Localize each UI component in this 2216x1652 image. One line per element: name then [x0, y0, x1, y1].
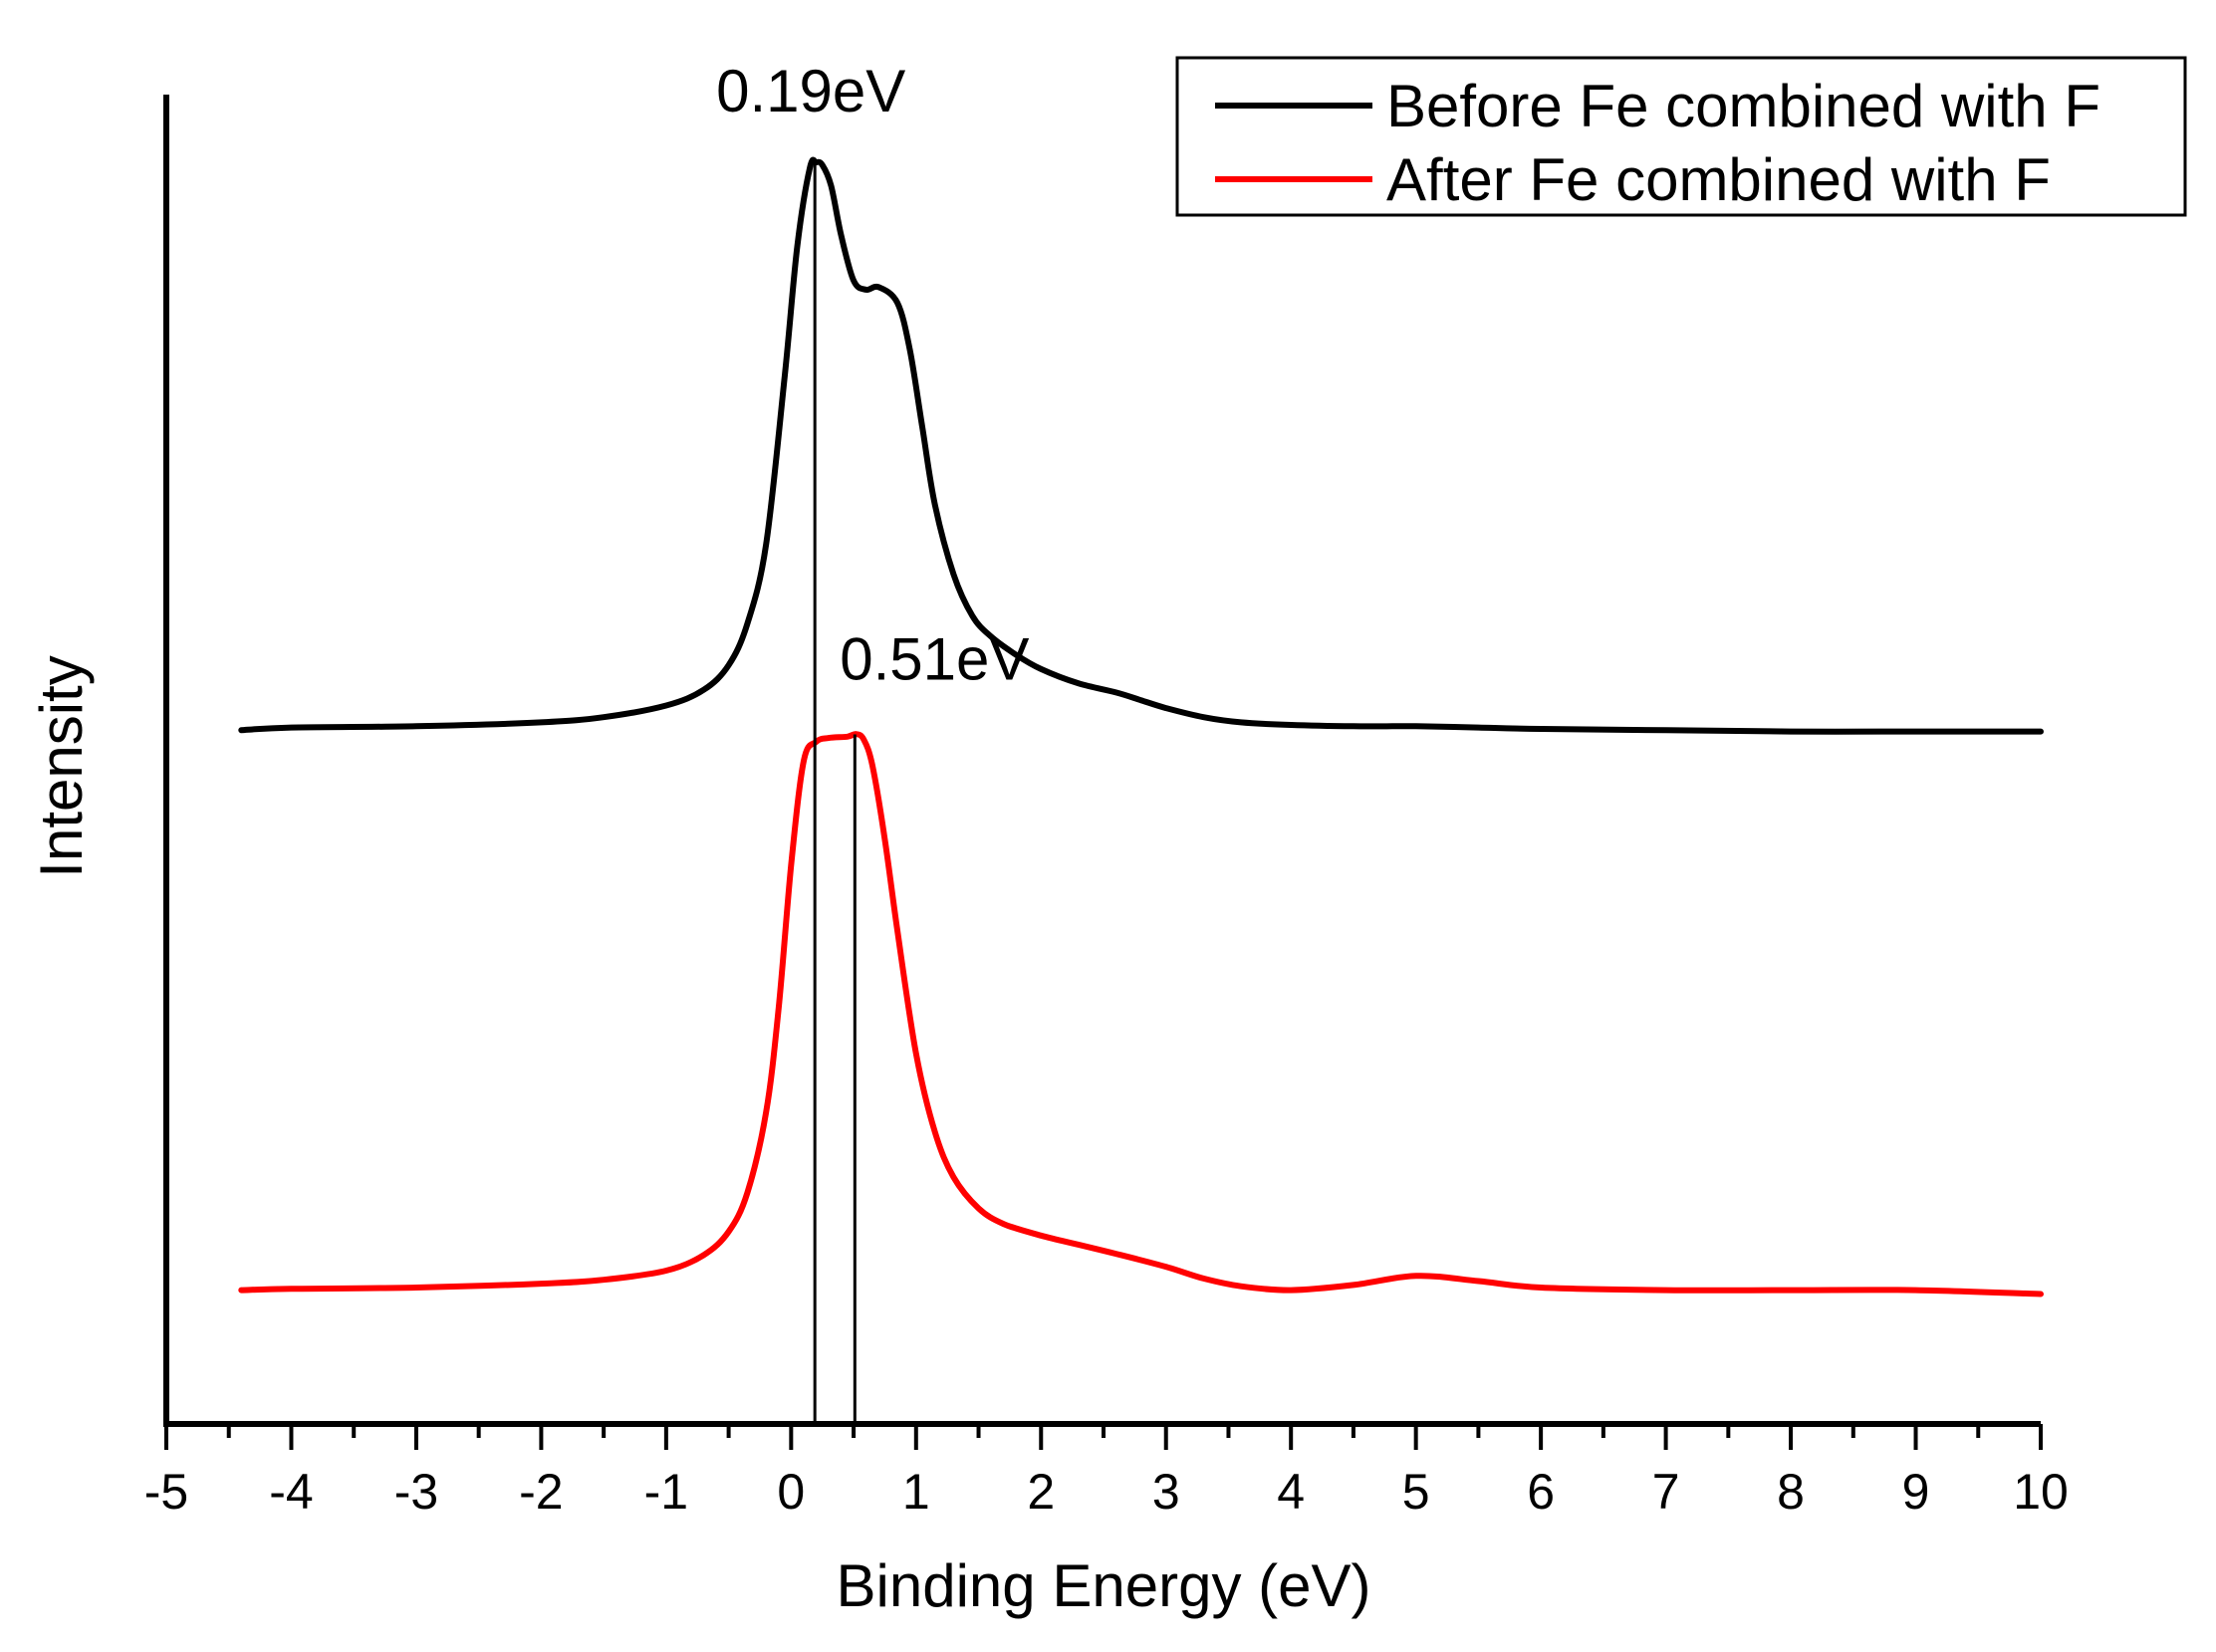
x-tick-label: 10 — [2013, 1464, 2069, 1520]
peak-label: 0.19eV — [716, 58, 905, 124]
axes: -5 -4 -3 -2 -1 0 1 2 3 4 5 6 7 8 9 10 Binding Energy (eV… — [28, 95, 2069, 1619]
x-tick-label: -4 — [269, 1464, 313, 1520]
x-tick-label: -1 — [644, 1464, 688, 1520]
x-tick-label: 9 — [1902, 1464, 1930, 1520]
x-tick-label: -2 — [519, 1464, 563, 1520]
x-tick-label: 7 — [1652, 1464, 1680, 1520]
peak-label: 0.51eV — [840, 626, 1029, 693]
x-tick-label: 5 — [1402, 1464, 1430, 1520]
legend-label: After Fe combined with F — [1386, 146, 2051, 213]
x-tick-label: 4 — [1277, 1464, 1305, 1520]
x-tick-label: 0 — [777, 1464, 805, 1520]
plot-area — [238, 156, 2044, 1298]
x-tick-label: -5 — [144, 1464, 188, 1520]
x-tick-label: 8 — [1777, 1464, 1805, 1520]
x-tick-label: 1 — [902, 1464, 930, 1520]
x-tick-label: 2 — [1027, 1464, 1055, 1520]
legend: Before Fe combined with F After Fe combin… — [1175, 56, 2187, 217]
peak-markers: 0.19eV 0.51eV — [716, 58, 1029, 1424]
x-tick-label: 6 — [1527, 1464, 1555, 1520]
x-axis-title: Binding Energy (eV) — [837, 1552, 1371, 1619]
series-line-after — [238, 731, 2044, 1298]
x-tick-label: -3 — [394, 1464, 438, 1520]
series-line-before — [238, 156, 2044, 735]
y-axis-title: Intensity — [28, 655, 95, 877]
legend-box — [1175, 56, 2187, 217]
x-tick-label: 3 — [1152, 1464, 1180, 1520]
legend-label: Before Fe combined with F — [1386, 73, 2100, 139]
